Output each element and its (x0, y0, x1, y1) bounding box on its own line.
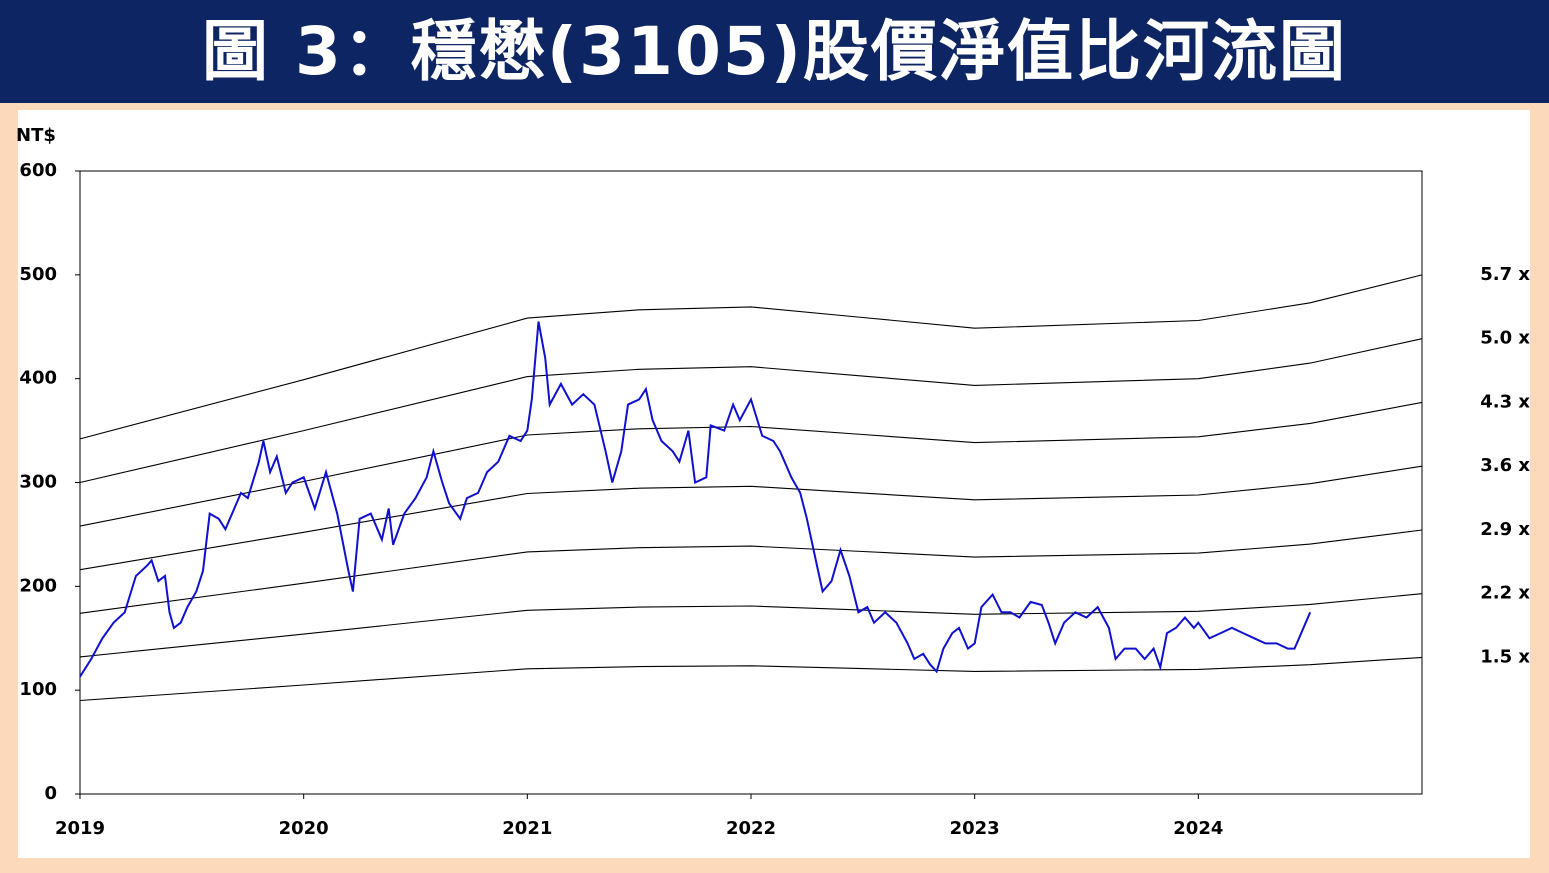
band-label: 2.2 x (1480, 583, 1530, 604)
y-tick-label: 400 (19, 368, 57, 389)
chart-title: 圖 3：穩懋(3105)股價淨值比河流圖 (0, 0, 1549, 103)
x-tick-label: 2019 (55, 818, 105, 839)
band-line (79, 529, 1423, 614)
band-label: 5.0 x (1480, 328, 1530, 349)
band-label: 2.9 x (1480, 519, 1530, 540)
band-line (79, 656, 1423, 702)
y-tick-label: 600 (19, 160, 57, 181)
x-tick-label: 2020 (279, 818, 329, 839)
x-tick-label: 2022 (726, 818, 776, 839)
band-label: 3.6 x (1480, 455, 1530, 476)
y-tick-label: 500 (19, 264, 57, 285)
panel (18, 110, 1530, 858)
x-tick-label: 2023 (950, 818, 1000, 839)
y-tick-label: 300 (19, 472, 57, 493)
band-line (79, 274, 1423, 440)
band-line (79, 593, 1423, 658)
y-tick-label: 100 (19, 679, 57, 700)
y-tick-label: 200 (19, 575, 57, 596)
band-line (79, 338, 1423, 484)
plot-frame (79, 170, 1423, 795)
band-label: 5.7 x (1480, 264, 1530, 285)
band-line (79, 465, 1423, 571)
price-line (79, 321, 1312, 678)
x-tick-label: 2021 (502, 818, 552, 839)
band-label: 4.3 x (1480, 391, 1530, 412)
y-tick-label: 0 (44, 783, 57, 804)
y-axis-label: NT$ (16, 125, 56, 146)
band-line (79, 401, 1423, 527)
x-tick-label: 2024 (1173, 818, 1223, 839)
band-label: 1.5 x (1480, 646, 1530, 667)
